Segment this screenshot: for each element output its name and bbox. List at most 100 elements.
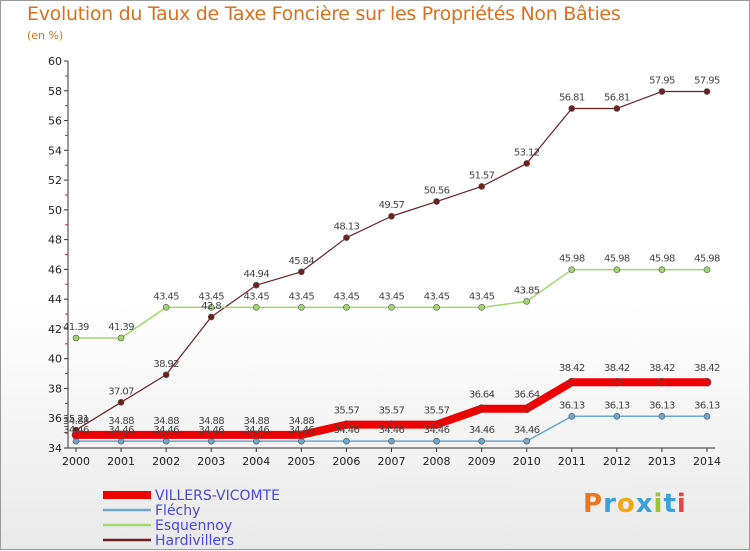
data-label-hardivillers: 42.8 [201,301,221,312]
data-label-hardivillers: 37.07 [108,386,134,397]
data-point-hardivillers [388,212,395,220]
x-tick-label: 2001 [107,455,135,468]
data-point-fl-chy [523,437,531,445]
data-point-fl-chy [433,437,440,445]
data-point-esquennoy [252,304,260,311]
logo-letter: o [616,489,636,519]
data-label-villers-vicomte: 34.88 [243,416,269,427]
data-label-fl-chy: 36.13 [694,400,720,411]
legend-label-fl-chy: Fléchy [155,503,200,519]
data-point-esquennoy [343,304,350,311]
series-line-esquennoy [75,268,708,339]
data-label-esquennoy: 43.45 [469,291,495,302]
data-label-esquennoy: 45.98 [604,254,630,265]
x-tick-label: 2003 [197,455,225,468]
data-label-fl-chy: 34.46 [243,425,269,436]
data-label-villers-vicomte: 34.88 [153,416,179,427]
x-tick-label: 2012 [603,455,631,468]
data-label-hardivillers: 57.95 [694,76,720,87]
y-tick-label: 58 [48,85,62,98]
data-label-fl-chy: 34.46 [469,425,495,436]
data-point-esquennoy [523,298,531,305]
data-point-hardivillers [703,88,711,95]
data-label-esquennoy: 43.45 [334,291,360,302]
data-label-esquennoy: 45.98 [559,254,585,265]
x-tick-label: 2011 [558,455,586,468]
y-tick-label: 42 [48,323,62,336]
data-point-villers-vicomte [522,404,532,414]
logo-letter: i [676,489,687,519]
data-point-villers-vicomte [702,377,712,387]
data-label-esquennoy: 43.45 [153,291,179,302]
data-label-villers-vicomte: 38.42 [694,363,720,374]
data-label-villers-vicomte: 34.88 [289,416,315,427]
data-label-esquennoy: 43.45 [289,291,315,302]
data-label-villers-vicomte: 38.42 [649,363,675,374]
x-tick-label: 2008 [423,455,451,468]
data-label-hardivillers: 49.57 [379,200,405,211]
data-point-villers-vicomte [477,404,486,414]
y-tick-label: 50 [48,204,62,217]
data-label-esquennoy: 43.85 [514,285,540,296]
data-label-hardivillers: 35.21 [63,414,89,425]
x-tick-label: 2013 [648,455,676,468]
data-label-hardivillers: 50.56 [424,186,450,197]
x-tick-label: 2010 [513,455,541,468]
data-point-villers-vicomte [567,377,577,387]
data-label-fl-chy: 36.13 [649,400,675,411]
data-point-villers-vicomte [251,430,261,440]
data-point-esquennoy [703,266,711,273]
data-point-hardivillers [433,198,440,205]
data-label-hardivillers: 57.95 [649,76,675,87]
data-label-villers-vicomte: 38.42 [604,363,630,374]
data-point-esquennoy [298,304,305,311]
chart-title: Evolution du Taux de Taxe Foncière sur l… [27,3,621,25]
data-label-villers-vicomte: 34.88 [108,416,134,427]
data-label-hardivillers: 56.81 [604,92,630,103]
logo-letter: P [583,489,604,519]
data-point-hardivillers [658,88,666,95]
x-tick-label: 2002 [152,455,180,468]
data-point-hardivillers [568,105,576,112]
data-point-hardivillers [298,268,305,276]
data-point-hardivillers [117,399,125,406]
data-point-hardivillers [478,183,485,190]
x-tick-label: 2009 [468,455,496,468]
data-label-villers-vicomte: 36.64 [469,390,495,401]
data-point-fl-chy [703,412,711,420]
data-point-esquennoy [388,304,395,311]
data-point-esquennoy [568,266,576,273]
y-tick-label: 40 [48,353,62,366]
data-point-esquennoy [478,304,485,311]
data-point-hardivillers [252,281,260,289]
data-point-esquennoy [658,266,666,273]
x-tick-label: 2005 [287,455,315,468]
data-point-hardivillers [613,105,621,112]
data-label-villers-vicomte: 34.88 [198,416,224,427]
data-point-villers-vicomte [342,420,351,429]
data-point-fl-chy [343,437,350,445]
data-point-esquennoy [613,266,621,273]
data-label-fl-chy: 34.46 [514,425,540,436]
data-label-hardivillers: 53.12 [514,147,540,158]
data-point-villers-vicomte [657,377,667,387]
data-label-villers-vicomte: 36.64 [514,390,540,401]
data-label-villers-vicomte: 34.88 [63,416,89,427]
data-point-fl-chy [478,437,485,445]
legend-label-villers-vicomte: VILLERS-VICOMTE [155,488,280,504]
x-tick-label: 2014 [693,455,721,468]
data-point-hardivillers [523,160,531,167]
data-label-esquennoy: 41.39 [63,322,89,333]
data-label-hardivillers: 51.57 [469,170,495,181]
data-label-hardivillers: 56.81 [559,92,585,103]
logo-letter: t [663,489,677,519]
data-point-villers-vicomte [612,377,622,387]
y-tick-label: 48 [48,234,62,247]
logo-letter: r [603,489,617,519]
data-point-fl-chy [388,437,395,445]
data-point-villers-vicomte [387,420,396,429]
data-label-esquennoy: 43.45 [379,291,405,302]
logo-letter: i [653,489,664,519]
x-tick-label: 2000 [62,455,90,468]
